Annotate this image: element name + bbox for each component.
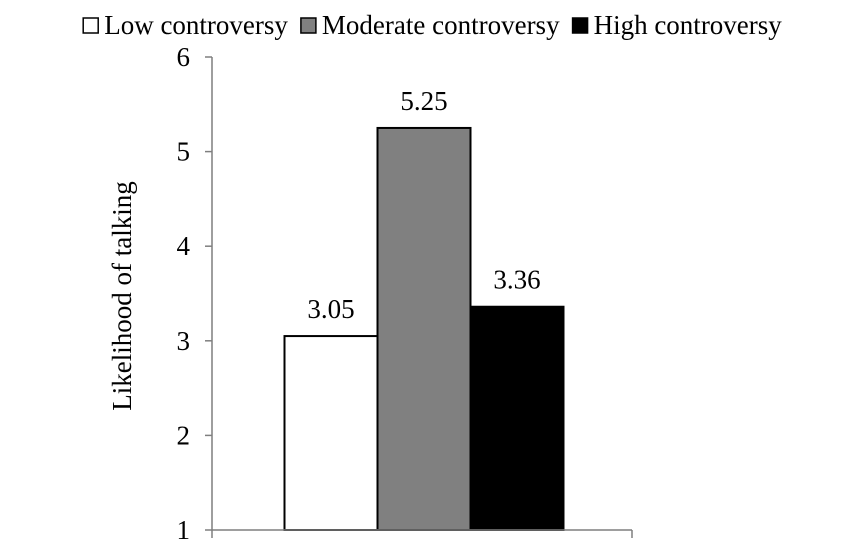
bar-value-label: 3.05: [307, 294, 354, 324]
legend: Low controversy Moderate controversy High …: [82, 10, 783, 40]
bars: 3.05 5.25 3.36: [283, 86, 565, 531]
legend-swatch: [82, 17, 99, 34]
y-axis: 1 2 3 4 5 6: [177, 42, 213, 545]
bar: [283, 335, 379, 531]
x-axis: [211, 529, 633, 538]
bar: [376, 126, 472, 531]
y-tick-label: 5: [177, 137, 191, 167]
legend-label: High controversy: [594, 10, 783, 40]
bar-value-label: 5.25: [400, 86, 447, 116]
y-tick-label: 2: [177, 420, 191, 450]
legend-label: Low controversy: [104, 10, 288, 40]
bar-value-label: 3.36: [493, 265, 540, 295]
legend-swatch: [300, 17, 317, 34]
legend-swatch: [571, 17, 589, 34]
bar: [469, 305, 565, 531]
y-tick-label: 1: [177, 515, 191, 542]
y-tick-label: 6: [177, 42, 191, 72]
legend-label: Moderate controversy: [322, 10, 560, 40]
y-axis-label: Likelihood of talking: [107, 181, 137, 410]
y-tick-label: 3: [177, 326, 191, 356]
y-tick-label: 4: [177, 231, 191, 261]
